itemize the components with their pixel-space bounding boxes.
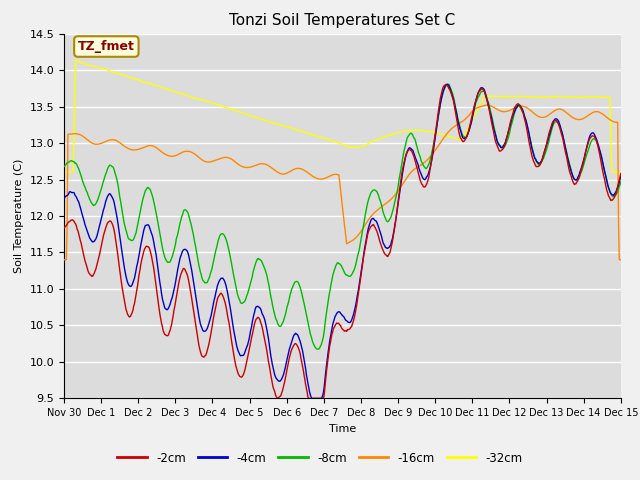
Legend: -2cm, -4cm, -8cm, -16cm, -32cm: -2cm, -4cm, -8cm, -16cm, -32cm xyxy=(113,447,527,469)
X-axis label: Time: Time xyxy=(329,424,356,433)
Y-axis label: Soil Temperature (C): Soil Temperature (C) xyxy=(14,159,24,273)
Title: Tonzi Soil Temperatures Set C: Tonzi Soil Temperatures Set C xyxy=(229,13,456,28)
Text: TZ_fmet: TZ_fmet xyxy=(78,40,135,53)
